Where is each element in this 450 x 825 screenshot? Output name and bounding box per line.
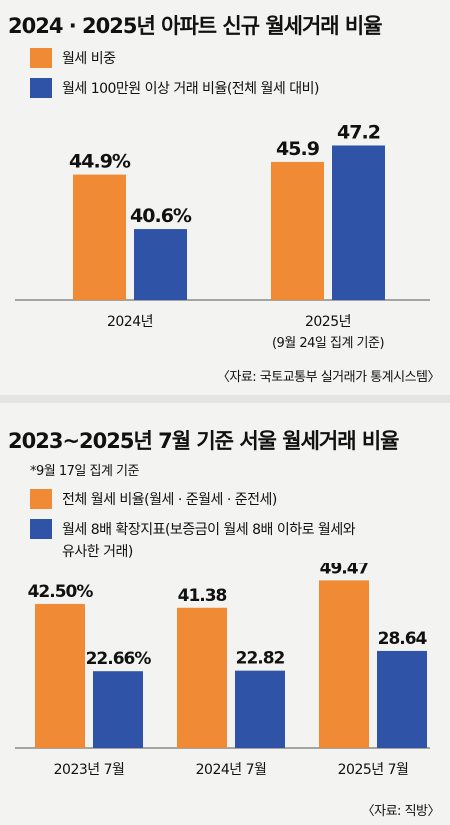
- x-tick-label: 2024년: [107, 314, 153, 330]
- bar-chart-2: 42.50% 22.66% 2023년 7월 41.38 22.82 2024년 7월 49…: [15, 563, 430, 778]
- chart-panel-2: 2023~2025년 7월 기준 서울 월세거래 비율 *9월 17일 집계 기…: [0, 403, 450, 825]
- bar-orange: [35, 603, 85, 748]
- legend-item-2-2-cont: 유사한 거래): [62, 541, 133, 563]
- bar-blue: [93, 671, 143, 748]
- x-tick-label: 2025년 7월: [338, 762, 409, 778]
- data-label: 22.82: [236, 649, 285, 669]
- legend-label: 전체 월세 비율(월세 · 준월세 · 준전세): [62, 492, 277, 508]
- bar-blue: [134, 229, 187, 300]
- data-label: 22.66%: [86, 649, 152, 669]
- bar-orange: [271, 161, 324, 300]
- x-tick-label: 2024년 7월: [196, 762, 267, 778]
- bar-chart-1: 44.9% 40.6% 2024년 45.9 47.2 2025년 (9월 24일 집계 기…: [15, 121, 430, 351]
- legend-swatch-orange: [30, 489, 52, 509]
- legend-swatch-blue: [30, 519, 52, 539]
- legend-swatch-orange: [30, 48, 52, 68]
- bar-blue: [332, 145, 385, 300]
- x-tick-label: 2025년: [305, 314, 351, 330]
- chart-title-2: 2023~2025년 7월 기준 서울 월세거래 비율: [8, 429, 399, 453]
- legend-label: 월세 비중: [62, 51, 116, 67]
- legend-label: 월세 8배 확장지표(보증금이 월세 8배 이하로 월세와: [62, 522, 356, 538]
- chart-title-1: 2024 · 2025년 아파트 신규 월세거래 비율: [8, 14, 383, 38]
- bar-blue: [235, 670, 285, 748]
- legend-item-2-1: 전체 월세 비율(월세 · 준월세 · 준전세): [30, 489, 277, 511]
- data-label: 45.9: [276, 138, 319, 160]
- data-label: 28.64: [378, 629, 428, 649]
- legend-label: 월세 100만원 이상 거래 비율(전체 월세 대비): [62, 81, 319, 97]
- bar-orange: [177, 607, 227, 748]
- bar-blue: [377, 650, 427, 748]
- bar-orange: [73, 174, 126, 300]
- x-tick-sublabel: (9월 24일 집계 기준): [272, 336, 384, 351]
- legend-item-1-2: 월세 100만원 이상 거래 비율(전체 월세 대비): [30, 78, 319, 100]
- source-note-1: 〈자료: 국토교통부 실거래가 통계시스템〉: [216, 370, 441, 385]
- data-label: 42.50%: [28, 582, 94, 602]
- data-label: 47.2: [337, 121, 380, 143]
- legend-item-1-1: 월세 비중: [30, 48, 116, 70]
- data-label: 44.9%: [69, 151, 131, 173]
- panel-divider: [0, 395, 450, 403]
- legend-swatch-blue: [30, 78, 52, 98]
- source-note-2: 〈자료: 직방〉: [361, 804, 441, 819]
- data-label: 41.38: [178, 586, 227, 606]
- x-tick-label: 2023년 7월: [54, 762, 125, 778]
- bar-orange: [319, 580, 369, 748]
- legend-item-2-2: 월세 8배 확장지표(보증금이 월세 8배 이하로 월세와: [30, 519, 356, 541]
- chart-panel-1: 2024 · 2025년 아파트 신규 월세거래 비율 월세 비중 월세 100…: [0, 0, 450, 395]
- footnote: *9월 17일 집계 기준: [30, 464, 139, 479]
- legend-label: 유사한 거래): [62, 544, 133, 560]
- data-label: 49.47: [320, 563, 369, 578]
- data-label: 40.6%: [130, 205, 192, 227]
